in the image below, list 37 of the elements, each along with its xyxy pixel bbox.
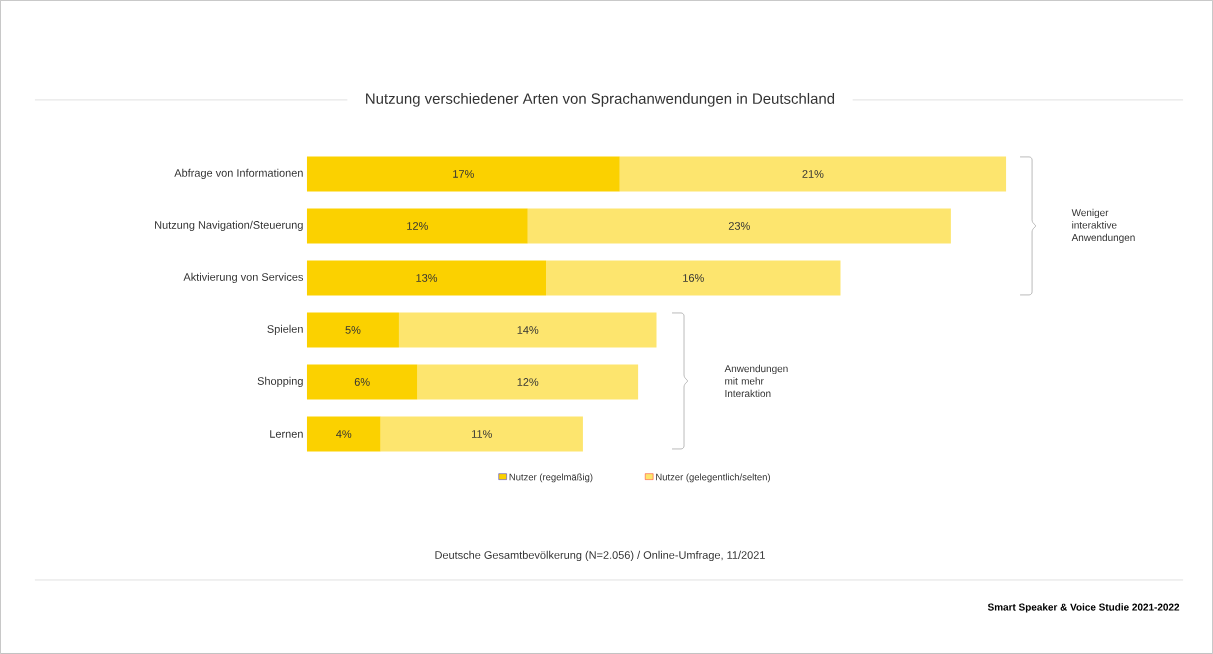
bar: [306, 156, 620, 192]
bar: [380, 416, 583, 452]
y-tick-label: Nutzung Navigation/Steuerung: [155, 220, 303, 232]
data-label: 13%: [416, 274, 438, 282]
legend-label: Nutzer (regelmäßig): [509, 473, 593, 483]
bar: [546, 260, 841, 296]
annotation: Anwendungen mit mehr Interaktion: [724, 364, 788, 398]
bar: [306, 416, 381, 452]
bar: [417, 364, 639, 400]
data-label: 17%: [453, 170, 474, 178]
bar: [306, 208, 528, 244]
data-label: 23%: [728, 222, 750, 230]
bar: [306, 260, 547, 296]
data-label: 21%: [802, 170, 824, 178]
data-label: 4%: [336, 430, 352, 438]
data-label: 12%: [517, 378, 539, 386]
data-label: 11%: [472, 430, 492, 438]
bar: [619, 156, 1007, 192]
y-tick-label: Shopping: [257, 376, 303, 388]
data-label: 14%: [517, 326, 539, 334]
text: Weniger interaktive Anwendungen: [1071, 208, 1135, 244]
y-tick-label: Spielen: [267, 324, 303, 336]
data-label: 6%: [354, 378, 370, 386]
data-label: 12%: [407, 222, 428, 230]
chart-title: Nutzung verschiedener Arten von Sprachanwendungen in Deutschland: [366, 92, 835, 107]
data-label: 16%: [683, 274, 704, 282]
legend-label: Nutzer (gelegentlich/selten): [656, 473, 770, 483]
y-tick-label: Lernen: [270, 430, 303, 438]
y-tick-label: Aktivierung von Services: [183, 272, 304, 284]
bar: [306, 364, 418, 400]
bar: [527, 208, 951, 244]
y-tick-label: Abfrage von Informationen: [174, 168, 303, 180]
bar: [398, 312, 657, 348]
data-label: 5%: [345, 326, 361, 334]
text: Deutsche Gesamtbevölkerung (N=2.056) / Online-Umfrage, 11/2021: [435, 550, 765, 562]
bar: [306, 312, 399, 348]
text: Smart Speaker & Voice Studie 2021-2022: [987, 603, 1180, 613]
